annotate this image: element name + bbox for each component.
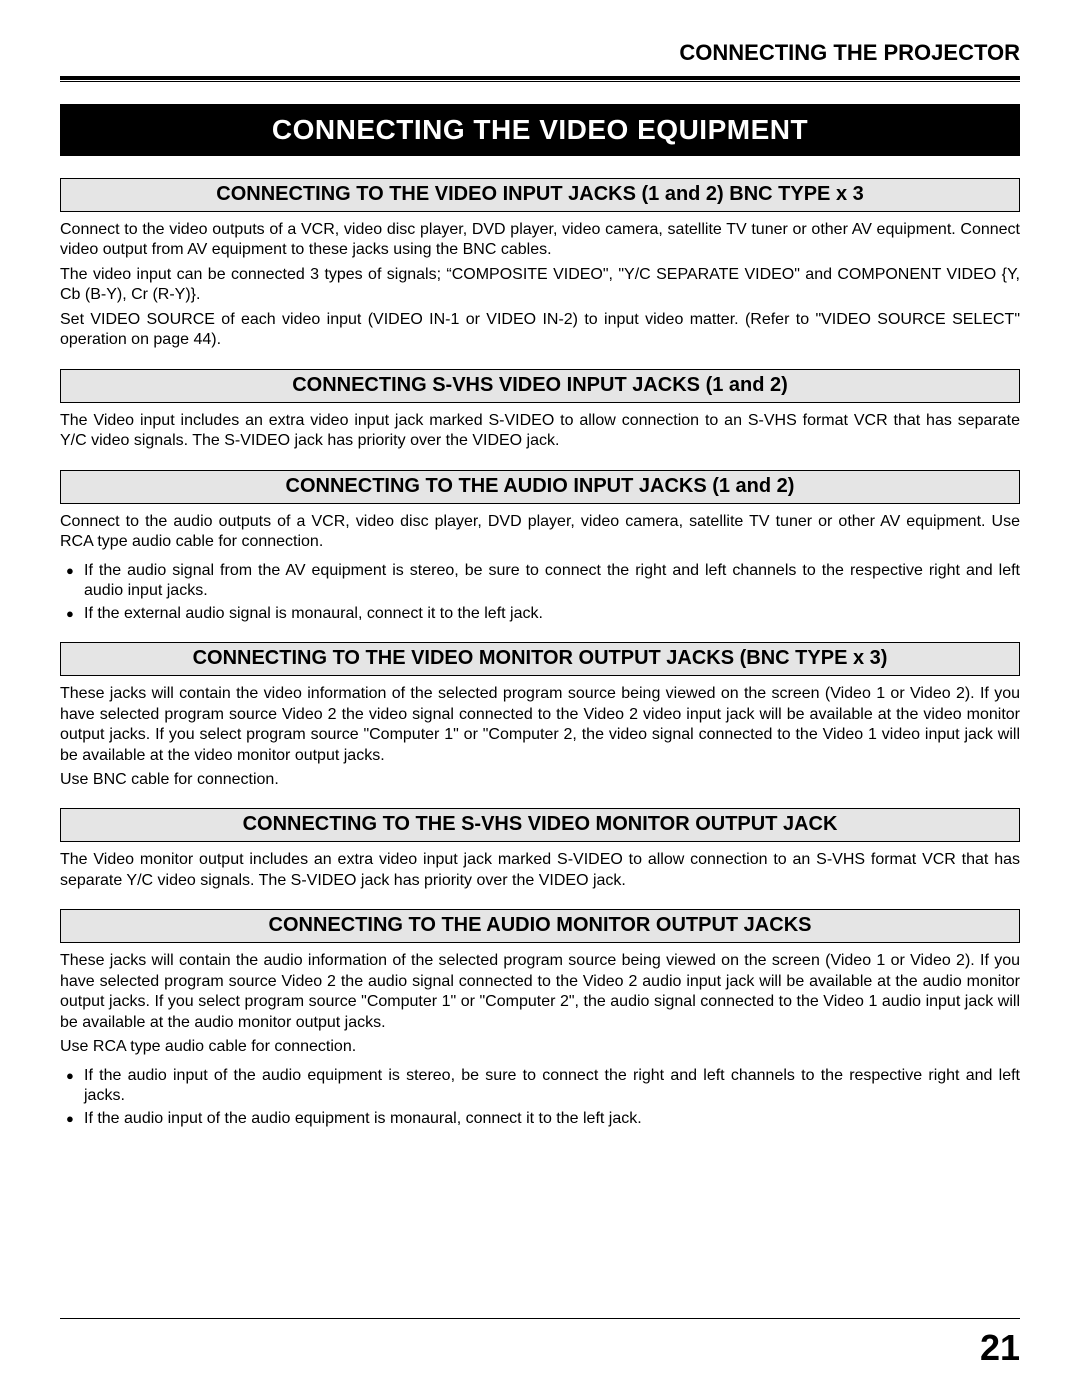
body-text: The Video input includes an extra video …: [60, 411, 1020, 452]
body-text: Connect to the audio outputs of a VCR, v…: [60, 512, 1020, 553]
page-number: 21: [980, 1327, 1020, 1369]
page-header: CONNECTING THE PROJECTOR: [60, 40, 1020, 74]
body-text: Use RCA type audio cable for connection.: [60, 1037, 1020, 1057]
list-item: If the audio input of the audio equipmen…: [66, 1066, 1020, 1107]
body-text: These jacks will contain the video infor…: [60, 684, 1020, 766]
list-item: If the audio signal from the AV equipmen…: [66, 561, 1020, 602]
section-title-audio-input: CONNECTING TO THE AUDIO INPUT JACKS (1 a…: [60, 470, 1020, 504]
list-item: If the external audio signal is monaural…: [66, 604, 1020, 624]
section-title-video-input: CONNECTING TO THE VIDEO INPUT JACKS (1 a…: [60, 178, 1020, 212]
section-title-audio-monitor: CONNECTING TO THE AUDIO MONITOR OUTPUT J…: [60, 909, 1020, 943]
bullet-list: If the audio signal from the AV equipmen…: [60, 561, 1020, 624]
body-text: Use BNC cable for connection.: [60, 770, 1020, 790]
body-text: Set VIDEO SOURCE of each video input (VI…: [60, 310, 1020, 351]
bullet-list: If the audio input of the audio equipmen…: [60, 1066, 1020, 1129]
body-text: The Video monitor output includes an ext…: [60, 850, 1020, 891]
footer-rule: [60, 1318, 1020, 1319]
section-title-svhs-input: CONNECTING S-VHS VIDEO INPUT JACKS (1 an…: [60, 369, 1020, 403]
main-title-banner: CONNECTING THE VIDEO EQUIPMENT: [60, 104, 1020, 156]
body-text: These jacks will contain the audio infor…: [60, 951, 1020, 1033]
header-rule: [60, 76, 1020, 82]
section-title-svhs-monitor: CONNECTING TO THE S-VHS VIDEO MONITOR OU…: [60, 808, 1020, 842]
body-text: The video input can be connected 3 types…: [60, 265, 1020, 306]
list-item: If the audio input of the audio equipmen…: [66, 1109, 1020, 1129]
body-text: Connect to the video outputs of a VCR, v…: [60, 220, 1020, 261]
section-title-video-monitor: CONNECTING TO THE VIDEO MONITOR OUTPUT J…: [60, 642, 1020, 676]
